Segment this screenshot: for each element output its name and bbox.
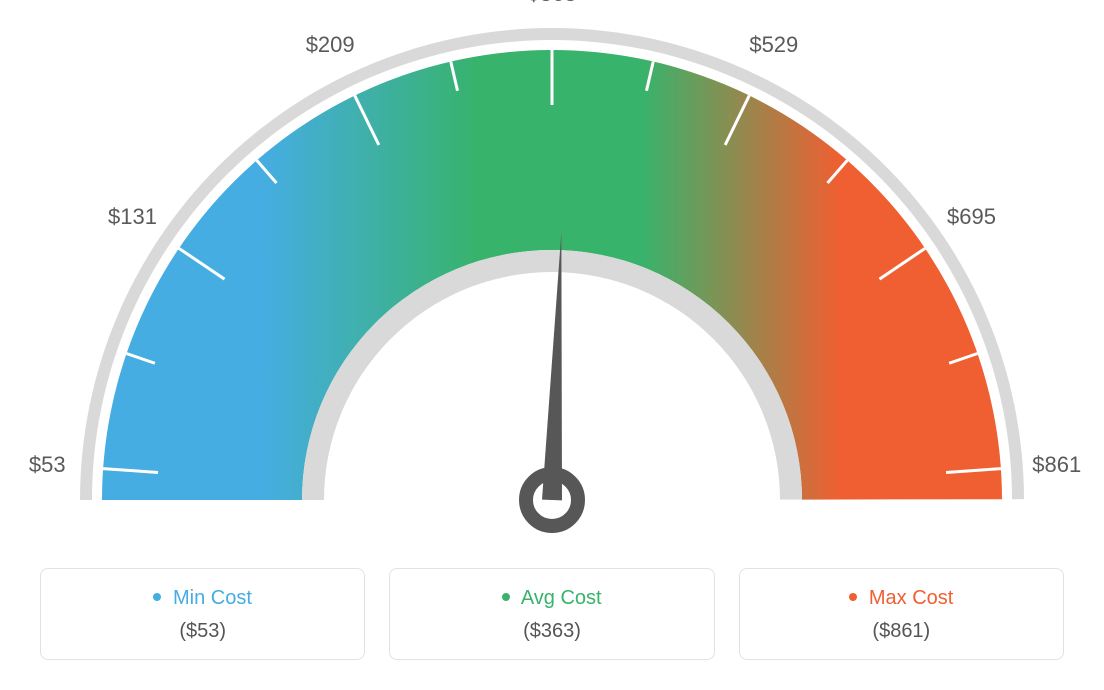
legend-dot-avg — [502, 593, 510, 601]
chart-container: $53 $131 $209 $363 $529 $695 $861 Min Cost ($5… — [0, 0, 1104, 690]
gauge-tick-label: $53 — [29, 452, 66, 478]
legend-title-min: Min Cost — [51, 587, 354, 610]
gauge-tick-label: $861 — [1032, 452, 1081, 478]
legend-label-min: Min Cost — [173, 587, 252, 609]
legend-dot-max — [849, 593, 857, 601]
legend-label-avg: Avg Cost — [521, 587, 602, 609]
legend-card-avg: Avg Cost ($363) — [389, 568, 714, 660]
gauge-tick-label: $529 — [749, 32, 798, 58]
legend-title-avg: Avg Cost — [400, 587, 703, 610]
gauge-tick-label: $209 — [306, 32, 355, 58]
legend-card-max: Max Cost ($861) — [739, 568, 1064, 660]
legend-card-min: Min Cost ($53) — [40, 568, 365, 660]
legend-value-max: ($861) — [750, 620, 1053, 643]
legend-row: Min Cost ($53) Avg Cost ($363) Max Cost … — [40, 568, 1064, 660]
legend-value-min: ($53) — [51, 620, 354, 643]
gauge-tick-label: $363 — [528, 0, 577, 7]
gauge-tick-label: $695 — [947, 204, 996, 230]
gauge-tick-label: $131 — [108, 204, 157, 230]
legend-dot-min — [153, 593, 161, 601]
gauge-chart: $53 $131 $209 $363 $529 $695 $861 — [0, 0, 1104, 560]
legend-value-avg: ($363) — [400, 620, 703, 643]
legend-title-max: Max Cost — [750, 587, 1053, 610]
legend-label-max: Max Cost — [869, 587, 953, 609]
